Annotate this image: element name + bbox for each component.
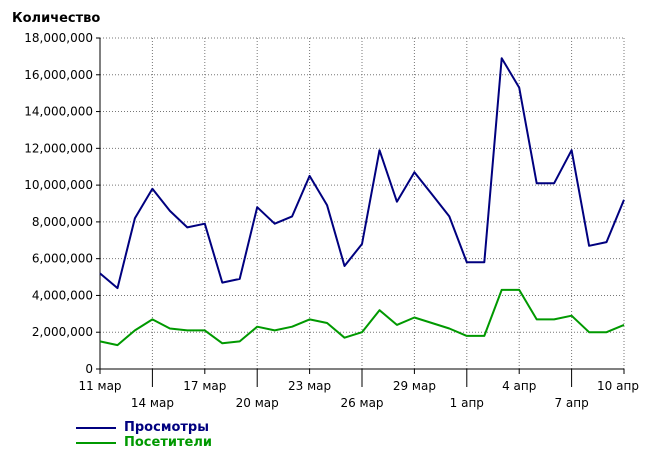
x-tick-label: 26 мар: [340, 396, 383, 410]
legend-item-views: Просмотры: [76, 420, 212, 435]
y-axis-title: Количество: [12, 11, 100, 26]
y-axis-ticks: 0 2,000,000 4,000,000 6,000,000 8,000,000 10,…: [24, 31, 100, 376]
series-line-visitors: [99, 288, 625, 347]
x-tick-label: 17 мар: [183, 379, 226, 393]
y-tick-label: 16,000,000: [24, 68, 93, 82]
x-tick-label: 7 апр: [554, 396, 588, 410]
grid: [100, 37, 625, 369]
legend: Просмотры Посетители: [76, 420, 212, 450]
legend-label-visitors: Посетители: [124, 435, 212, 450]
y-tick-label: 12,000,000: [24, 141, 93, 155]
x-axis-ticks: 11 мар 14 мар 17 мар 20 мар 23 мар 26 мар 29 м…: [78, 369, 639, 410]
y-tick-label: 10,000,000: [24, 178, 93, 192]
x-tick-label: 20 мар: [236, 396, 279, 410]
y-tick-label: 18,000,000: [24, 31, 93, 45]
x-tick-label: 4 апр: [502, 379, 536, 393]
y-tick-label: 14,000,000: [24, 105, 93, 119]
x-tick-label: 11 мар: [78, 379, 121, 393]
x-tick-label: 14 мар: [131, 396, 174, 410]
y-tick-label: 8,000,000: [32, 215, 93, 229]
y-tick-label: 0: [85, 362, 93, 376]
series-lines: [99, 57, 625, 347]
x-tick-label: 29 мар: [393, 379, 436, 393]
y-tick-label: 4,000,000: [32, 288, 93, 302]
legend-swatch-visitors: [76, 441, 116, 444]
x-tick-label: 23 мар: [288, 379, 331, 393]
legend-item-visitors: Посетители: [76, 435, 212, 450]
x-tick-label: 1 апр: [450, 396, 484, 410]
series-line-views: [99, 57, 625, 290]
legend-label-views: Просмотры: [124, 420, 209, 435]
y-tick-label: 2,000,000: [32, 325, 93, 339]
legend-swatch-views: [76, 426, 116, 429]
x-tick-label: 10 апр: [597, 379, 639, 393]
y-tick-label: 6,000,000: [32, 252, 93, 266]
